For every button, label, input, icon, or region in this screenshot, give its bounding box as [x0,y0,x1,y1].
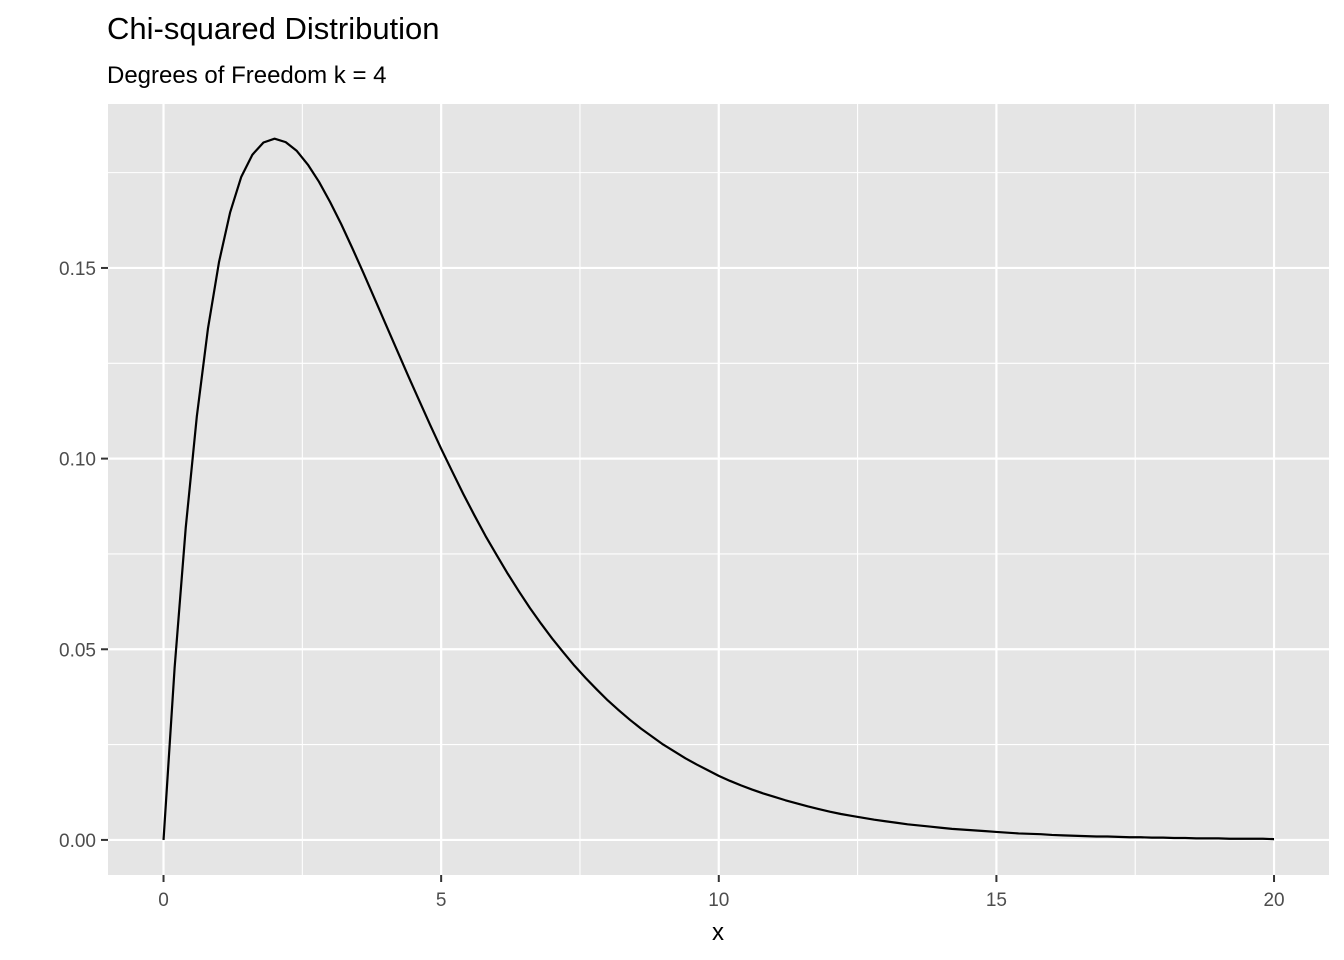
x-tick-label: 10 [708,890,729,911]
major-gridlines [108,104,1329,875]
density-line [162,137,1275,841]
x-axis: 0 5 10 15 20 [158,875,1285,911]
series-layer [162,137,1275,841]
x-tick-label: 20 [1263,890,1284,911]
x-axis-title: x [712,919,724,946]
y-tick-label: 0.10 [59,450,96,471]
y-tick-label: 0.05 [59,640,96,661]
y-tick-label: 0.00 [59,831,96,852]
chart-subtitle: Degrees of Freedom k = 4 [107,62,386,89]
x-tick-label: 5 [436,890,447,911]
y-tick-label: 0.15 [59,259,96,280]
chart-title: Chi-squared Distribution [107,11,440,46]
y-axis: 0.00 0.05 0.10 0.15 [59,259,108,852]
x-tick-label: 0 [158,890,169,911]
x-tick-label: 15 [986,890,1007,911]
